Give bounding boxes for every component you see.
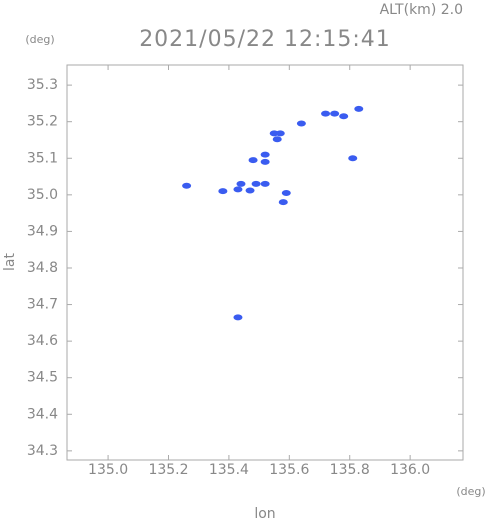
x-tick-label: 135.6 — [269, 462, 309, 478]
y-tick-label: 35.2 — [27, 114, 58, 130]
y-tick-label: 34.8 — [27, 260, 58, 276]
y-tick-label: 35.3 — [27, 77, 58, 93]
y-unit: (deg) — [25, 33, 54, 46]
y-tick-label: 34.5 — [27, 370, 58, 386]
echo — [236, 180, 246, 187]
x-tick-label: 135.0 — [88, 462, 128, 478]
echo — [248, 157, 258, 164]
echo — [339, 113, 349, 120]
echo — [182, 182, 192, 189]
x-tick-label: 136.0 — [390, 462, 430, 478]
echo — [233, 314, 243, 321]
x-axis-label: lon — [254, 506, 275, 521]
y-tick-label: 34.9 — [27, 223, 58, 239]
echo — [278, 199, 288, 206]
y-tick-label: 34.6 — [27, 333, 58, 349]
echo — [354, 105, 364, 112]
echo — [330, 110, 340, 117]
echo — [321, 110, 331, 117]
echo — [260, 180, 270, 187]
echo — [218, 188, 228, 195]
chart-subtitle: ALT(km) 2.0 — [380, 2, 463, 18]
echo — [281, 190, 291, 197]
y-tick-label: 35.1 — [27, 150, 58, 166]
plot-frame — [66, 64, 464, 461]
x-tick-label: 135.2 — [148, 462, 188, 478]
y-tick-label: 34.7 — [27, 297, 58, 313]
y-tick-label: 35.0 — [27, 187, 58, 203]
y-tick-label: 34.3 — [27, 443, 58, 459]
echo — [272, 136, 282, 143]
echo — [260, 151, 270, 158]
x-unit: (deg) — [456, 485, 485, 498]
echo — [251, 180, 261, 187]
echo — [233, 186, 243, 193]
echo — [275, 130, 285, 137]
echo — [260, 158, 270, 165]
y-tick-label: 34.4 — [27, 406, 58, 422]
x-tick-label: 135.4 — [209, 462, 249, 478]
y-axis-label: lat — [2, 253, 18, 271]
echo — [348, 155, 358, 162]
echo — [245, 187, 255, 194]
chart-title: 2021/05/22 12:15:41 — [139, 27, 391, 52]
echo — [296, 120, 306, 127]
x-tick-label: 135.8 — [330, 462, 370, 478]
